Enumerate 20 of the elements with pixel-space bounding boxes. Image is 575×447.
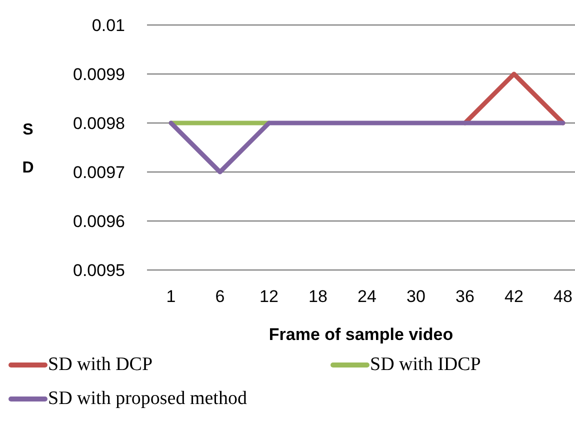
y-tick-label: 0.0097 <box>73 163 125 182</box>
legend-label: SD with DCP <box>48 354 153 376</box>
x-tick-label: 48 <box>554 287 572 306</box>
x-tick-label: 18 <box>308 287 328 306</box>
text: SD <box>22 122 34 176</box>
y-tick-label: 0.01 <box>92 16 125 36</box>
x-axis-title: Frame of sample video <box>268 325 454 344</box>
x-tick-label: 30 <box>406 287 426 306</box>
y-tick-label: 0.0095 <box>73 261 125 280</box>
y-tick-label: 0.0098 <box>73 114 125 134</box>
legend-label: SD with IDCP <box>370 354 481 376</box>
legend-label: SD with proposed method <box>48 388 247 410</box>
y-tick-label: 0.0099 <box>73 65 125 84</box>
y-tick-label: 0.0096 <box>73 212 125 232</box>
x-tick-label: 42 <box>504 287 524 306</box>
x-tick-label: 12 <box>260 287 278 306</box>
x-tick-label: 6 <box>215 287 225 306</box>
x-tick-label: 1 <box>166 287 176 306</box>
x-tick-label: 24 <box>358 287 376 306</box>
x-tick-label: 36 <box>456 287 474 306</box>
